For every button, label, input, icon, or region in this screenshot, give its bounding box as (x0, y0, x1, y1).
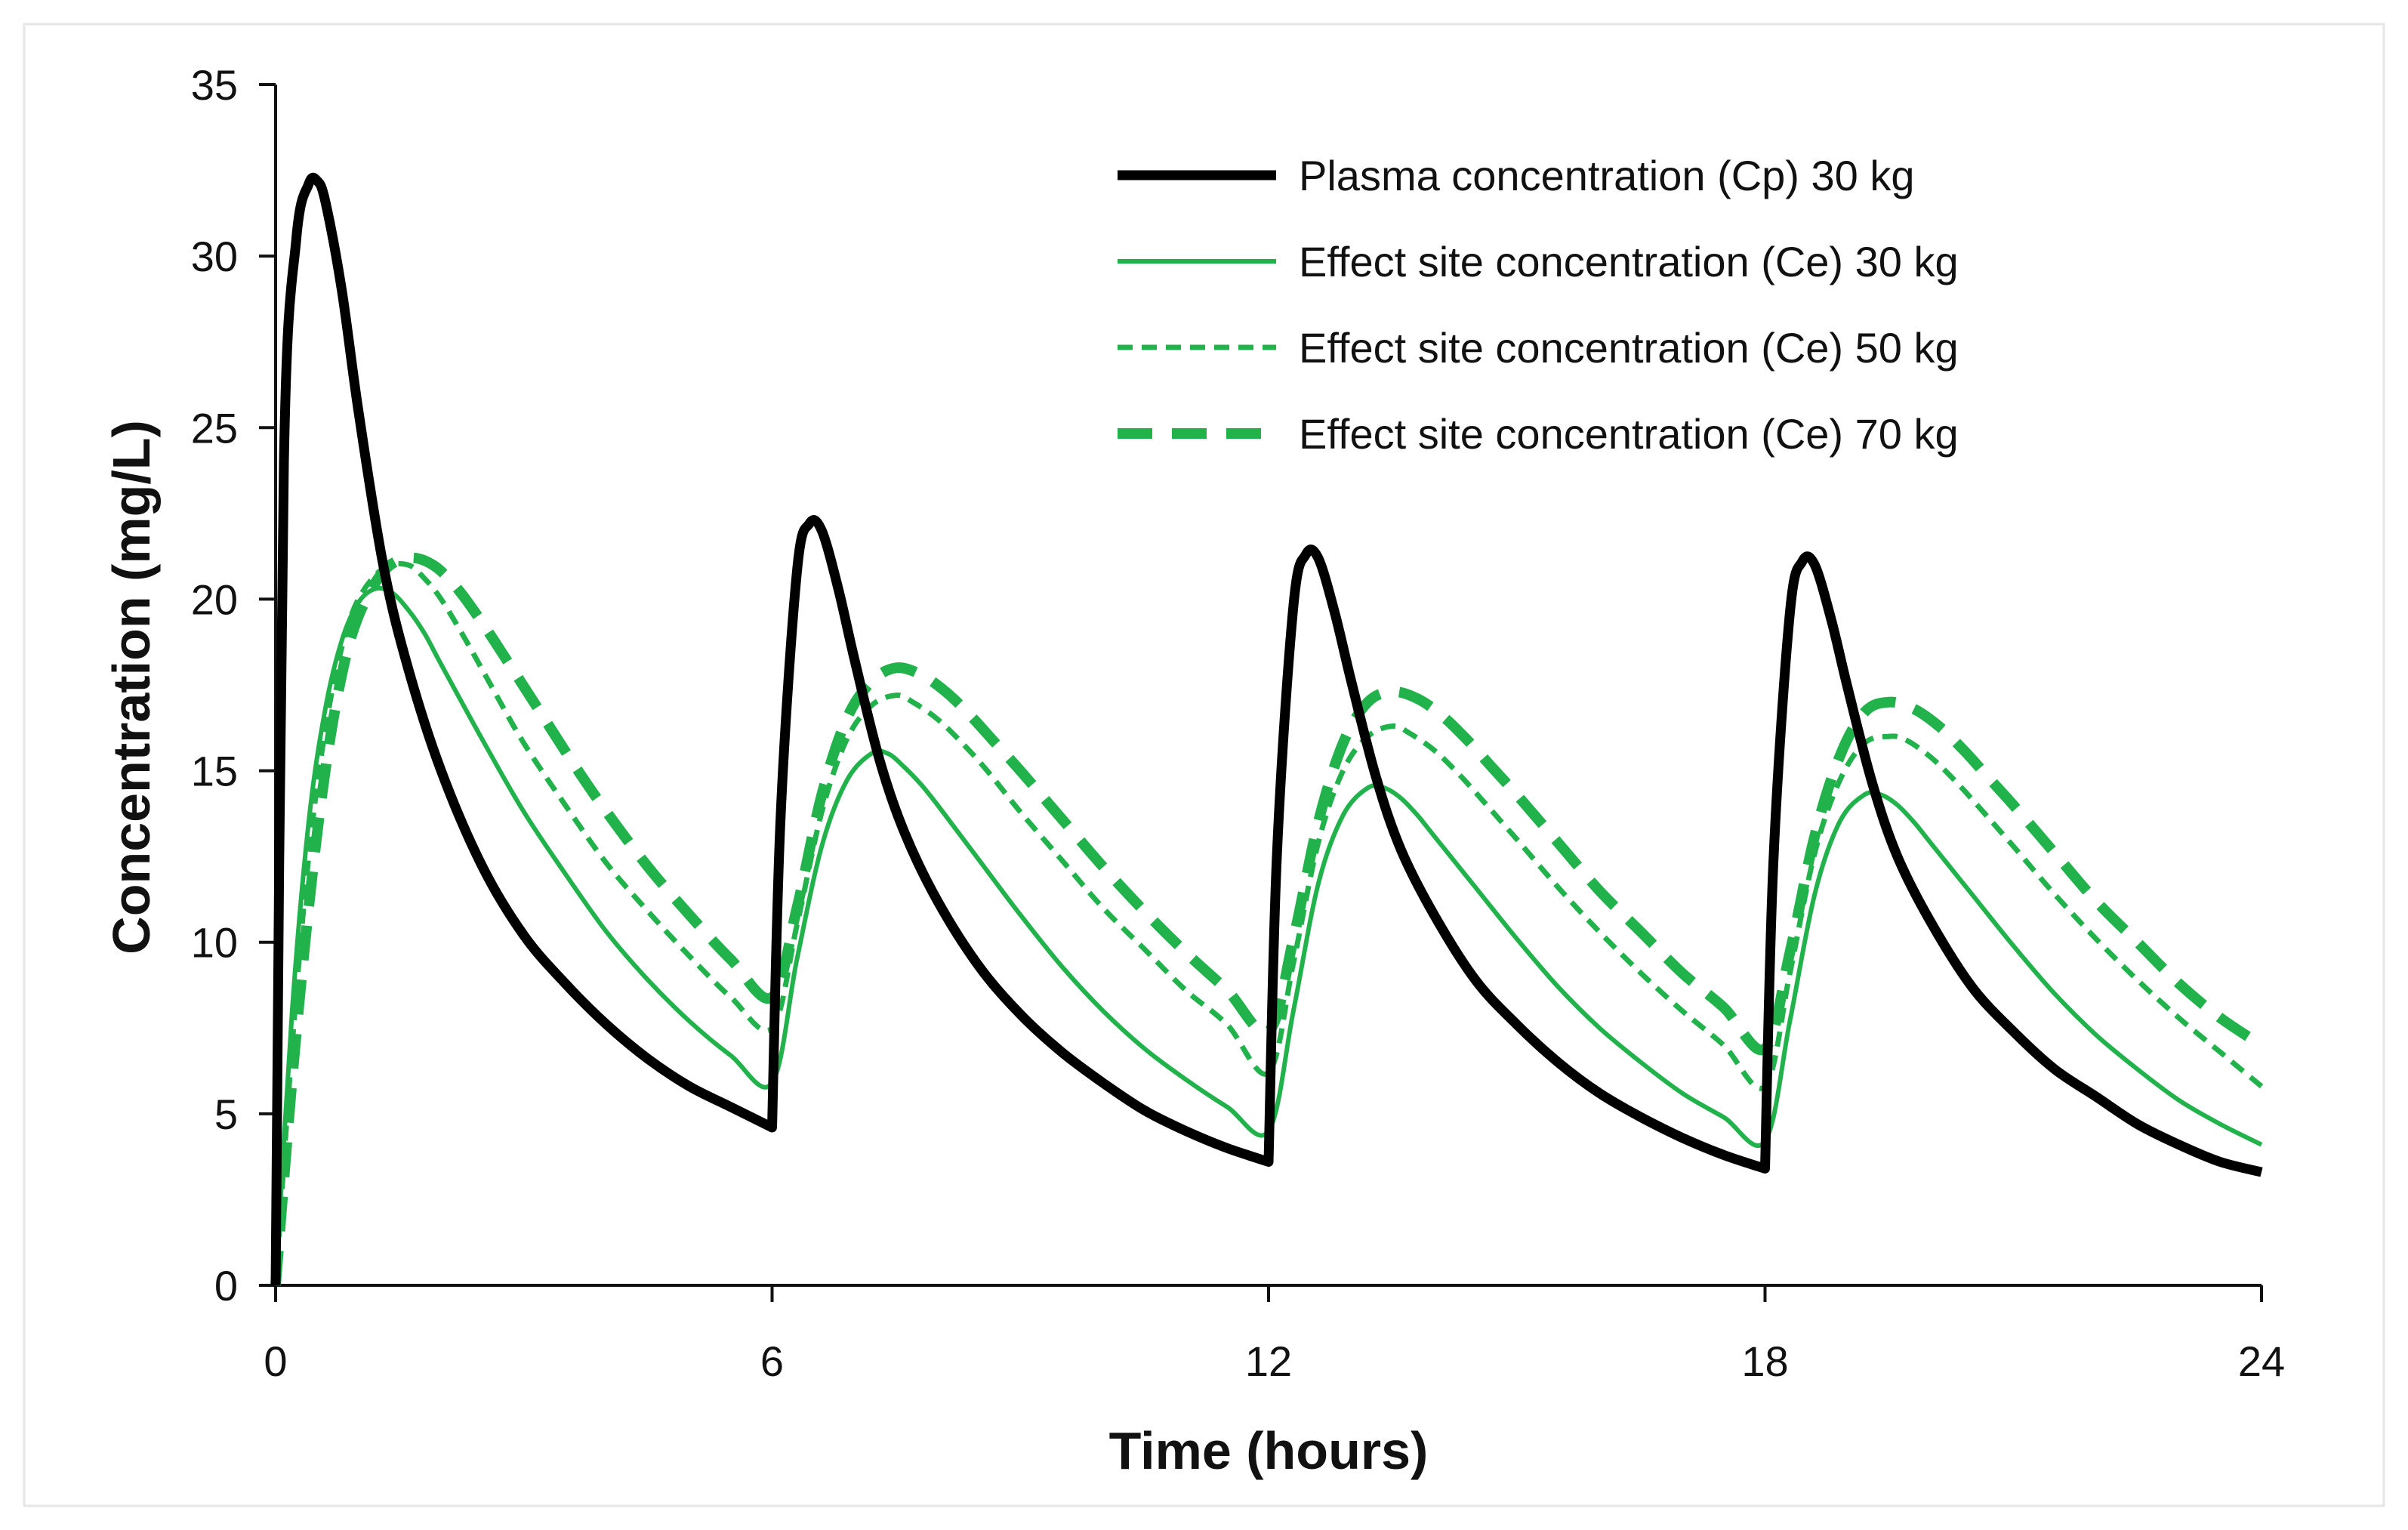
y-tick-label: 5 (214, 1090, 238, 1138)
series-line-ce-30kg (273, 585, 2263, 1286)
x-tick-label: 12 (1245, 1337, 1292, 1385)
legend-label: Effect site concentration (Ce) 30 kg (1299, 238, 1959, 285)
series-line-ce-70kg (270, 552, 2265, 1286)
axes: 0 5 10 15 20 25 30 35 0 6 12 18 24 (191, 61, 2285, 1385)
y-tick-label: 0 (214, 1262, 238, 1309)
y-tick-label: 20 (191, 575, 238, 623)
series-line-plasma-cp-30kg (270, 172, 2263, 1286)
y-tick-label: 30 (191, 233, 238, 280)
y-axis-title: Concentration (mg/L) (102, 420, 161, 955)
legend-label: Effect site concentration (Ce) 70 kg (1299, 410, 1959, 458)
legend-label: Effect site concentration (Ce) 50 kg (1299, 324, 1959, 372)
series-group (270, 172, 2265, 1286)
x-tick-label: 0 (264, 1337, 287, 1385)
legend-item-ce-50kg: Effect site concentration (Ce) 50 kg (1118, 324, 1959, 372)
y-tick-label: 25 (191, 404, 238, 452)
x-tick-label: 6 (760, 1337, 784, 1385)
y-tick-label: 35 (191, 61, 238, 109)
x-axis-title: Time (hours) (1109, 1421, 1429, 1480)
legend-label: Plasma concentration (Cp) 30 kg (1299, 152, 1915, 199)
y-tick-label: 10 (191, 919, 238, 967)
legend: Plasma concentration (Cp) 30 kg Effect si… (1118, 152, 1959, 458)
y-tick-label: 15 (191, 748, 238, 795)
legend-item-ce-30kg: Effect site concentration (Ce) 30 kg (1118, 238, 1959, 285)
chart-frame (23, 23, 2385, 1507)
x-tick-label: 24 (2238, 1337, 2285, 1385)
legend-item-plasma-cp-30kg: Plasma concentration (Cp) 30 kg (1118, 152, 1915, 199)
x-tick-label: 18 (1741, 1337, 1788, 1385)
legend-item-ce-70kg: Effect site concentration (Ce) 70 kg (1118, 410, 1959, 458)
